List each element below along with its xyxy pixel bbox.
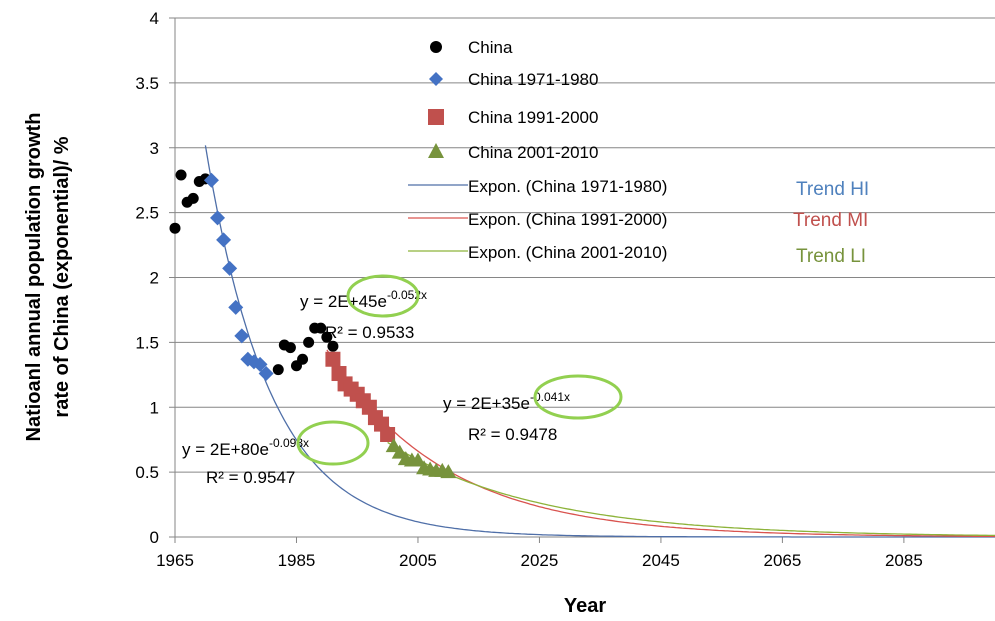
point-s1-8 — [252, 356, 268, 372]
y-axis-title-line-1: Natioanl annual population growth — [23, 113, 45, 442]
legend-marker-china-2001-2010 — [428, 143, 444, 158]
legend-marker-china — [430, 41, 442, 53]
trend-tag-hi: Trend HI — [796, 179, 869, 200]
y-tick-label-1: 0.5 — [135, 463, 159, 482]
highlight-ellipse-hi — [296, 420, 370, 466]
r2-hi: R² = 0.9547 — [206, 468, 295, 487]
data-markers — [169, 169, 457, 479]
y-tick-label-4: 2 — [150, 269, 159, 288]
x-tick-label-1: 1985 — [278, 551, 316, 570]
point-s1-2 — [216, 232, 232, 248]
y-tick-label-2: 1 — [150, 398, 159, 417]
equation-mi: y = 2E+45e-0.052x — [300, 288, 427, 311]
legend-label-china-1971-1980: China 1971-1980 — [468, 70, 598, 89]
y-tick-label-6: 3 — [150, 139, 159, 158]
y-tick-label-0: 0 — [150, 528, 159, 547]
trend-tag-li: Trend LI — [796, 246, 866, 267]
equation-hi: y = 2E+80e-0.093x — [182, 436, 309, 459]
point-s1-3 — [222, 260, 238, 276]
highlight-ellipse-mi — [346, 274, 420, 318]
point-s1-1 — [210, 210, 226, 226]
point-s1-4 — [228, 299, 244, 315]
point-s1-0 — [203, 172, 219, 188]
point-s0-11 — [303, 336, 315, 348]
y-tick-label-3: 1.5 — [135, 333, 159, 352]
x-tick-label-4: 2045 — [642, 551, 680, 570]
trendline-1 — [326, 349, 995, 538]
point-s3-9 — [440, 464, 457, 479]
point-s1-9 — [258, 366, 274, 382]
trend-tag-mi: Trend MI — [793, 210, 868, 231]
x-tick-labels: 1965 1985 2005 2025 2045 2065 2085 — [156, 551, 923, 570]
legend-marker-china-1991-2000 — [428, 109, 444, 125]
trendline-2 — [387, 441, 995, 537]
grid-layer — [169, 17, 995, 543]
point-s0-10 — [297, 353, 309, 365]
y-axis-title: Natioanl annual population growth rate o… — [23, 113, 73, 442]
trendlines — [204, 145, 995, 538]
legend: China China 1971-1980 China 1991-2000 Ch… — [408, 38, 667, 262]
y-tick-label-5: 2.5 — [135, 204, 159, 223]
exponent-highlights — [296, 274, 623, 466]
y-axis-title-line-2: rate of China (exponential)/ % — [51, 136, 73, 417]
trendline-0 — [204, 145, 995, 538]
point-s0-15 — [327, 340, 339, 352]
equation-labels: y = 2E+80e-0.093x R² = 0.9547 y = 2E+45e… — [182, 288, 570, 487]
point-s0-13 — [315, 322, 327, 334]
point-s0-1 — [175, 169, 187, 181]
point-s2-0 — [325, 351, 341, 367]
legend-marker-china-1971-1980 — [429, 72, 443, 86]
r2-mi: R² = 0.9533 — [325, 323, 414, 342]
point-s2-9 — [380, 426, 396, 442]
point-s0-3 — [187, 192, 199, 204]
point-s1-5 — [234, 328, 250, 344]
point-s0-6 — [272, 364, 284, 376]
x-tick-label-5: 2065 — [763, 551, 801, 570]
x-tick-label-3: 2025 — [521, 551, 559, 570]
x-tick-label-0: 1965 — [156, 551, 194, 570]
legend-label-china: China — [468, 38, 513, 57]
y-tick-label-7: 3.5 — [135, 74, 159, 93]
point-s0-14 — [321, 331, 333, 343]
legend-label-china-1991-2000: China 1991-2000 — [468, 108, 598, 127]
trend-tags: Trend HI Trend MI Trend LI — [793, 179, 869, 267]
equation-li: y = 2E+35e-0.041x — [443, 390, 570, 413]
legend-label-expon-1971-1980: Expon. (China 1971-1980) — [468, 177, 667, 196]
legend-label-expon-2001-2010: Expon. (China 2001-2010) — [468, 243, 667, 262]
legend-label-china-2001-2010: China 2001-2010 — [468, 143, 598, 162]
legend-label-expon-1991-2000: Expon. (China 1991-2000) — [468, 210, 667, 229]
point-s3-4 — [409, 452, 426, 467]
y-tick-label-8: 4 — [150, 9, 159, 28]
point-s0-8 — [284, 342, 296, 354]
x-tick-label-2: 2005 — [399, 551, 437, 570]
r2-li: R² = 0.9478 — [468, 425, 557, 444]
point-s0-0 — [169, 222, 181, 234]
highlight-ellipse-li — [533, 374, 623, 420]
x-axis-title: Year — [564, 595, 606, 616]
x-tick-label-6: 2085 — [885, 551, 923, 570]
y-tick-labels: 0 0.5 1 1.5 2 2.5 3 3.5 4 — [135, 9, 159, 547]
